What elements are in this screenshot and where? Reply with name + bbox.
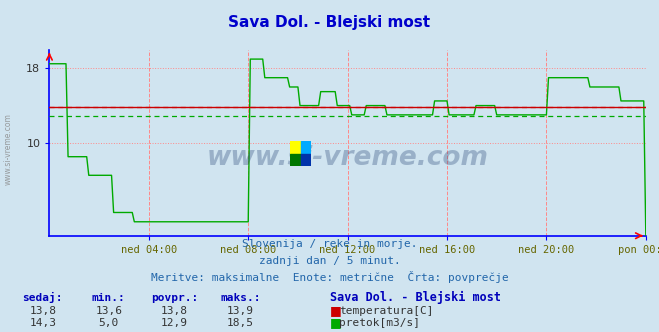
Bar <box>290 141 301 153</box>
Text: pretok[m3/s]: pretok[m3/s] <box>339 318 420 328</box>
Text: www.si-vreme.com: www.si-vreme.com <box>3 114 13 185</box>
Text: sedaj:: sedaj: <box>22 292 63 303</box>
Text: 13,8: 13,8 <box>30 306 56 316</box>
Text: ■: ■ <box>330 304 341 317</box>
Text: Sava Dol. - Blejski most: Sava Dol. - Blejski most <box>330 291 500 304</box>
Text: 13,8: 13,8 <box>161 306 188 316</box>
Text: 13,6: 13,6 <box>96 306 122 316</box>
Text: 5,0: 5,0 <box>99 318 119 328</box>
Text: Slovenija / reke in morje.: Slovenija / reke in morje. <box>242 239 417 249</box>
Text: Sava Dol. - Blejski most: Sava Dol. - Blejski most <box>229 15 430 30</box>
Text: ■: ■ <box>330 316 341 329</box>
Text: temperatura[C]: temperatura[C] <box>339 306 434 316</box>
Bar <box>301 153 311 166</box>
Text: povpr.:: povpr.: <box>151 293 198 303</box>
Text: 18,5: 18,5 <box>227 318 254 328</box>
Bar <box>301 141 311 153</box>
Text: www.si-vreme.com: www.si-vreme.com <box>207 145 488 171</box>
Text: Meritve: maksimalne  Enote: metrične  Črta: povprečje: Meritve: maksimalne Enote: metrične Črta… <box>151 271 508 283</box>
Text: 13,9: 13,9 <box>227 306 254 316</box>
Text: 12,9: 12,9 <box>161 318 188 328</box>
Bar <box>290 153 301 166</box>
Text: zadnji dan / 5 minut.: zadnji dan / 5 minut. <box>258 256 401 266</box>
Text: min.:: min.: <box>92 293 126 303</box>
Text: maks.:: maks.: <box>220 293 261 303</box>
Text: 14,3: 14,3 <box>30 318 56 328</box>
